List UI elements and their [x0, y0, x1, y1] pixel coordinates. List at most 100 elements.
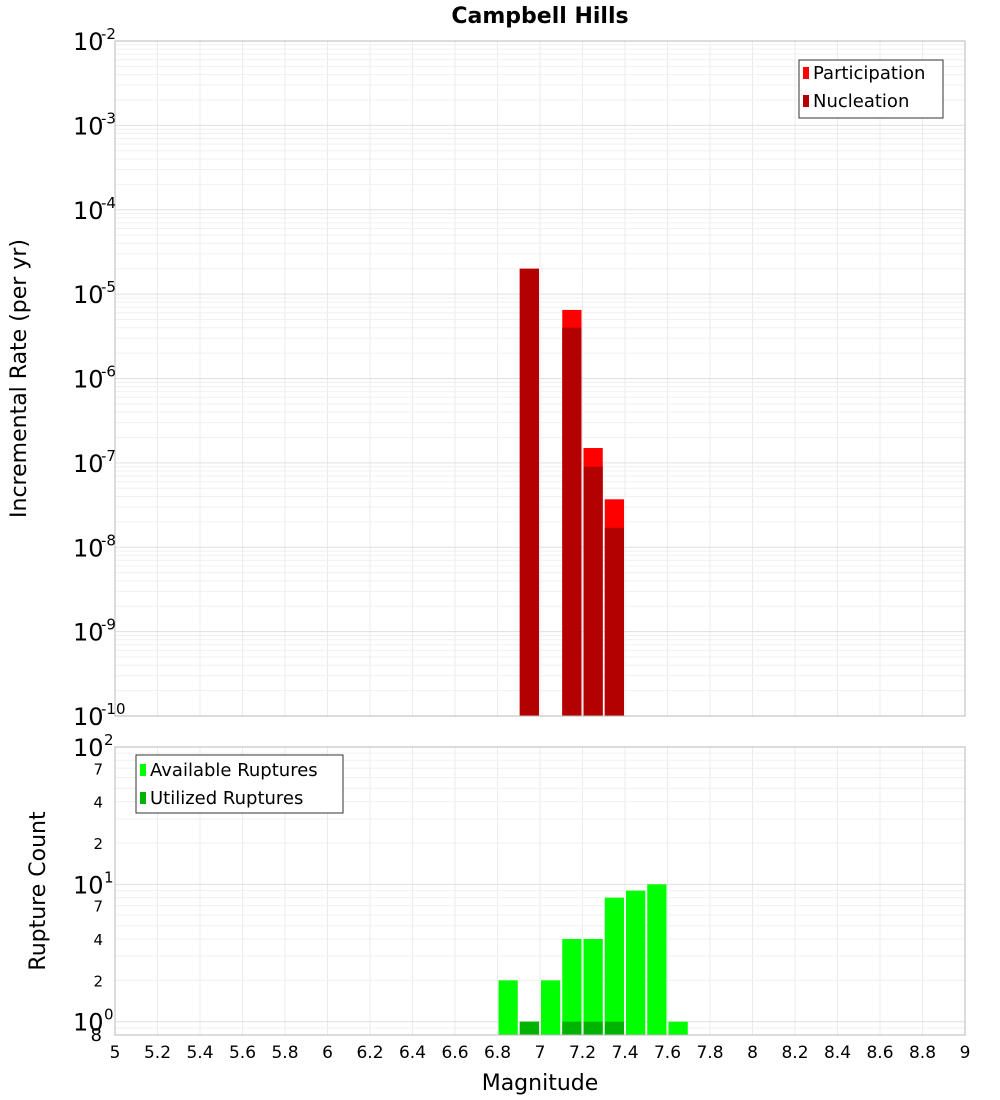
top-y-tick-base: 10: [73, 281, 104, 309]
bottom-y-major-tick-label: 10 0: [73, 1006, 114, 1037]
x-tick-label: 7.8: [696, 1043, 723, 1063]
x-tick-label: 8.4: [824, 1043, 851, 1063]
top-legend-label: Nucleation: [813, 91, 909, 112]
top-y-tick-base: 10: [73, 28, 104, 56]
top-y-tick-base: 10: [73, 703, 104, 731]
top-legend-swatch: [803, 67, 809, 79]
utilized-ruptures-bar: [604, 1021, 624, 1035]
top-y-tick-exponent: -9: [101, 616, 116, 634]
nucleation-bars: [519, 268, 624, 716]
x-tick-label: 8.8: [909, 1043, 936, 1063]
available-ruptures-bar: [647, 884, 667, 1035]
x-tick-label: 8.2: [781, 1043, 808, 1063]
top-y-tick-label: 10-7: [73, 447, 116, 478]
bottom-legend: Available Ruptures Utilized Ruptures: [135, 754, 344, 814]
x-tick-label: 6.2: [356, 1043, 383, 1063]
top-legend-box: [798, 59, 944, 119]
top-y-tick-label: 10-10: [73, 700, 126, 731]
top-y-tick-exponent: -5: [101, 278, 116, 296]
x-tick-label: 6.8: [484, 1043, 511, 1063]
bottom-legend-swatch: [140, 792, 146, 804]
x-tick-label: 8: [747, 1043, 758, 1063]
x-tick-label: 7.4: [611, 1043, 638, 1063]
bottom-y-tick-exponent: 0: [104, 1006, 114, 1024]
bottom-y-tick-base: 10: [73, 734, 104, 762]
bottom-y-minor-tick-label: 7: [93, 898, 103, 916]
bottom-y-major-tick-label: 10 1: [73, 868, 114, 899]
bottom-legend-swatch: [140, 764, 146, 776]
top-y-tick-base: 10: [73, 450, 104, 478]
available-ruptures-bar: [541, 980, 561, 1035]
top-legend: Participation Nucleation: [798, 59, 944, 119]
available-ruptures-bar: [604, 897, 624, 1035]
utilized-ruptures-bars: [519, 1021, 624, 1035]
x-tick-label: 7.2: [569, 1043, 596, 1063]
top-y-tick-exponent: -10: [101, 700, 126, 718]
top-y-tick-label: 10-9: [73, 616, 116, 647]
nucleation-bar: [519, 268, 539, 716]
top-grid: [114, 41, 966, 717]
top-y-tick-exponent: -8: [101, 531, 116, 549]
top-legend-label: Participation: [813, 63, 925, 84]
bottom-y-minor-tick-label: 8: [91, 1025, 102, 1046]
x-tick-label: 6.6: [441, 1043, 468, 1063]
x-tick-label: 8.6: [866, 1043, 893, 1063]
top-y-tick-label: 10-6: [73, 363, 116, 394]
bottom-y-tick-exponent: 2: [104, 731, 114, 749]
top-y-tick-base: 10: [73, 366, 104, 394]
x-tick-label: 9: [960, 1043, 971, 1063]
top-y-tick-exponent: -7: [101, 447, 116, 465]
utilized-ruptures-bar: [519, 1021, 539, 1035]
top-y-tick-base: 10: [73, 197, 104, 225]
top-y-tick-exponent: -6: [101, 363, 116, 381]
x-tick-label: 5.8: [271, 1043, 298, 1063]
bottom-y-major-tick-label: 10 2: [73, 731, 114, 762]
bottom-y-tick-base: 10: [73, 1009, 104, 1037]
x-tick-label: 7.6: [654, 1043, 681, 1063]
top-y-tick-label: 10-4: [73, 194, 116, 225]
top-y-tick-label: 10-2: [73, 25, 116, 56]
top-y-tick-base: 10: [73, 112, 104, 140]
bottom-y-tick-exponent: 1: [104, 868, 114, 886]
bottom-y-minor-tick-label: 4: [93, 794, 103, 812]
x-tick-label: 6.4: [399, 1043, 426, 1063]
available-ruptures-bar: [626, 890, 646, 1035]
top-legend-swatch: [803, 95, 809, 107]
nucleation-bar: [604, 527, 624, 716]
utilized-ruptures-bar: [562, 1021, 582, 1035]
available-ruptures-bar: [583, 939, 603, 1035]
available-ruptures-bar: [498, 980, 518, 1035]
top-y-tick-base: 10: [73, 619, 104, 647]
bottom-legend-box: [135, 754, 344, 814]
available-ruptures-bar: [668, 1021, 688, 1035]
bottom-y-tick-base: 10: [73, 871, 104, 899]
top-y-tick-label: 10-3: [73, 109, 116, 140]
x-tick-label: 6: [322, 1043, 333, 1063]
x-tick-label: 5.4: [186, 1043, 213, 1063]
top-y-tick-exponent: -3: [101, 109, 116, 127]
bottom-y-minor-tick-label: 2: [93, 835, 103, 853]
nucleation-bar: [562, 327, 582, 716]
chart-title: Campbell Hills: [451, 4, 628, 29]
top-y-tick-base: 10: [73, 534, 104, 562]
top-y-axis-label: Incremental Rate (per yr): [7, 239, 32, 518]
bottom-plot-border: [114, 746, 966, 1036]
x-tick-label: 7: [535, 1043, 546, 1063]
top-y-tick-exponent: -2: [101, 25, 116, 43]
top-y-tick-exponent: -4: [101, 194, 116, 212]
top-y-tick-label: 10-5: [73, 278, 116, 309]
top-y-tick-label: 10-8: [73, 531, 116, 562]
bottom-legend-label: Available Ruptures: [150, 760, 318, 781]
x-axis-label: Magnitude: [482, 1071, 599, 1096]
bottom-y-axis-label: Rupture Count: [26, 811, 51, 971]
nucleation-bar: [583, 466, 603, 716]
bottom-y-minor-tick-label: 4: [93, 931, 103, 949]
available-ruptures-bar: [562, 939, 582, 1035]
utilized-ruptures-bar: [583, 1021, 603, 1035]
x-tick-label: 5.2: [144, 1043, 171, 1063]
x-tick-label: 5.6: [229, 1043, 256, 1063]
x-tick-label: 5: [110, 1043, 121, 1063]
bottom-y-minor-tick-label: 7: [93, 760, 103, 778]
